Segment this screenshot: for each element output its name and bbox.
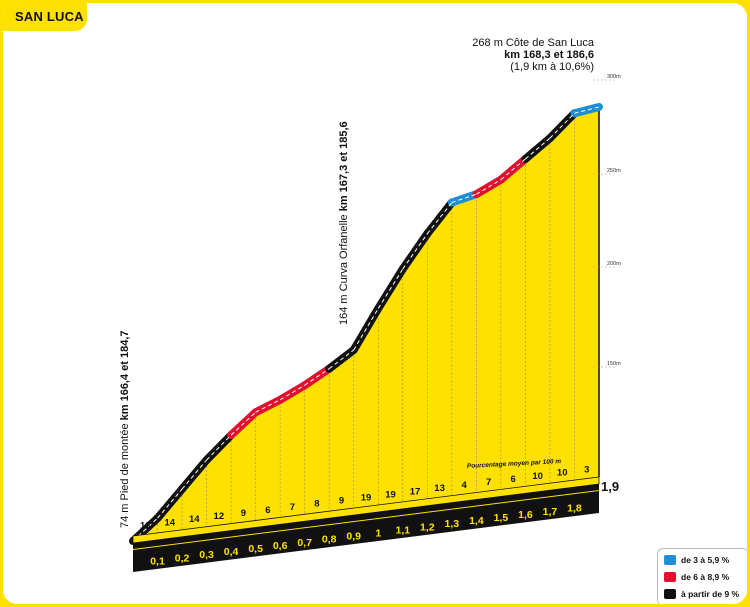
segment-km-label: 0,1 (150, 555, 165, 567)
legend-item-black: à partir de 9 % (664, 588, 739, 600)
segment-gradient-label: 12 (214, 511, 225, 522)
profile-area-group (133, 107, 600, 541)
title-tab: SAN LUCA (3, 3, 87, 31)
y-tick-label: 200m (607, 261, 621, 267)
y-tick-label: 150m (607, 361, 621, 367)
legend-swatch-black (664, 589, 676, 599)
start-annotation: 74 m Pied de montée km 166,4 et 184,7 (119, 330, 131, 528)
road-centerline (157, 488, 183, 519)
road-line-group (129, 103, 603, 545)
base-band-group (132, 476, 600, 572)
segment-km-label: 1,7 (543, 506, 558, 518)
road-centerline (574, 106, 600, 114)
segment-km-label: 0,3 (199, 549, 214, 561)
segment-gradient-label: 3 (584, 465, 589, 476)
segment-gradient-label: 6 (511, 474, 516, 485)
profile-fill (133, 107, 599, 541)
road-segment (423, 198, 456, 238)
climb-title: SAN LUCA (15, 9, 84, 24)
road-centerline (230, 411, 256, 436)
gradient-note: Pourcentage moyen par 100 m (467, 458, 562, 470)
total-distance-label: 1,9 (601, 479, 619, 494)
top-annotation-line3: (1,9 km à 10,6%) (510, 61, 594, 73)
y-tick-label: 250m (607, 168, 621, 174)
y-axis-ticks: 150m 200m 250m 300m (593, 74, 621, 368)
y-tick-label: 300m (607, 74, 621, 80)
segment-km-label: 1,4 (469, 515, 484, 527)
mid-annotation-bold: km 167,3 et 185,6 (338, 121, 350, 211)
segment-gradient-label: 6 (265, 505, 270, 516)
road-centerline (304, 368, 330, 386)
segment-km-label: 0,8 (322, 534, 337, 546)
legend-swatch-red (664, 572, 676, 582)
segment-km-label: 0,2 (175, 552, 190, 564)
segment-labels: 130,1140,2140,3120,490,560,670,780,890,9… (140, 465, 589, 568)
segment-gradient-label: 4 (461, 480, 467, 491)
road-centerline (328, 349, 355, 370)
road-centerline (525, 137, 551, 160)
start-annotation-normal: 74 m Pied de montée (119, 420, 131, 528)
mid-annotation: 164 m Curva Orfanelle km 167,3 et 185,6 (338, 121, 350, 325)
segment-km-label: 1,5 (494, 512, 509, 524)
segment-km-label: 0,5 (248, 543, 263, 555)
segment-gradient-label: 13 (434, 483, 445, 494)
top-annotation-line2: km 168,3 et 186,6 (504, 49, 594, 61)
segment-gradient-label: 17 (410, 486, 421, 497)
road-centerline (181, 459, 207, 490)
segment-gradient-label: 10 (532, 471, 543, 482)
legend-swatch-blue (664, 555, 676, 565)
segment-km-label: 1,6 (518, 509, 533, 521)
segment-km-label: 1,2 (420, 521, 435, 533)
road-centerline (279, 384, 305, 401)
segment-gradient-label: 14 (165, 517, 176, 528)
segment-km-label: 0,4 (224, 546, 239, 558)
segment-gradient-label: 13 (140, 520, 151, 531)
segment-gradient-label: 19 (385, 489, 396, 500)
start-annotation-bold: km 166,4 et 184,7 (119, 330, 131, 420)
profile-card: SAN LUCA 150m 200m 250m 300m 13 0,1 14 0,2 14 0,… (3, 3, 747, 604)
segment-gradient-label: 19 (361, 493, 372, 504)
segment-km-label: 1,8 (567, 503, 582, 515)
segment-gradient-label: 8 (314, 499, 319, 510)
road-centerline (353, 308, 379, 351)
segment-km-label: 1,3 (445, 518, 460, 530)
top-annotation-line1: 268 m Côte de San Luca (472, 37, 595, 49)
segment-km-label: 0,7 (297, 537, 312, 549)
road-centerline (500, 158, 526, 181)
road-centerline (255, 399, 281, 413)
segment-gradient-label: 9 (241, 508, 246, 519)
segment-gradient-label: 7 (290, 502, 295, 513)
road-centerline (132, 517, 158, 542)
road-centerline (402, 233, 428, 270)
road-centerline (377, 268, 404, 309)
segment-km-label: 0,9 (346, 531, 361, 543)
segment-km-label: 0,6 (273, 540, 288, 552)
segment-gradient-label: 7 (486, 477, 491, 488)
road-centerline (476, 179, 502, 195)
mid-annotation-normal: 164 m Curva Orfanelle (338, 211, 350, 325)
legend-label-blue: de 3 à 5,9 % (681, 555, 730, 565)
road-centerline (206, 434, 232, 461)
legend-item-red: de 6 à 8,9 % (664, 571, 729, 583)
legend-label-black: à partir de 9 % (681, 589, 740, 599)
segment-divider-lines (157, 119, 575, 536)
legend-item-blue: de 3 à 5,9 % (664, 554, 729, 566)
road-centerline (549, 112, 575, 139)
segment-gradient-label: 10 (557, 468, 568, 479)
segment-gradient-label: 14 (189, 514, 200, 525)
segment-km-label: 1,1 (395, 524, 410, 536)
legend-label-red: de 6 à 8,9 % (681, 572, 730, 582)
base-black-band (133, 484, 599, 572)
segment-gradient-label: 9 (339, 496, 344, 507)
road-centerline (451, 193, 477, 203)
segment-km-label: 1 (375, 528, 381, 540)
gradient-legend: de 3 à 5,9 % de 6 à 8,9 % à partir de 9 … (657, 548, 747, 604)
base-separator (133, 490, 599, 550)
